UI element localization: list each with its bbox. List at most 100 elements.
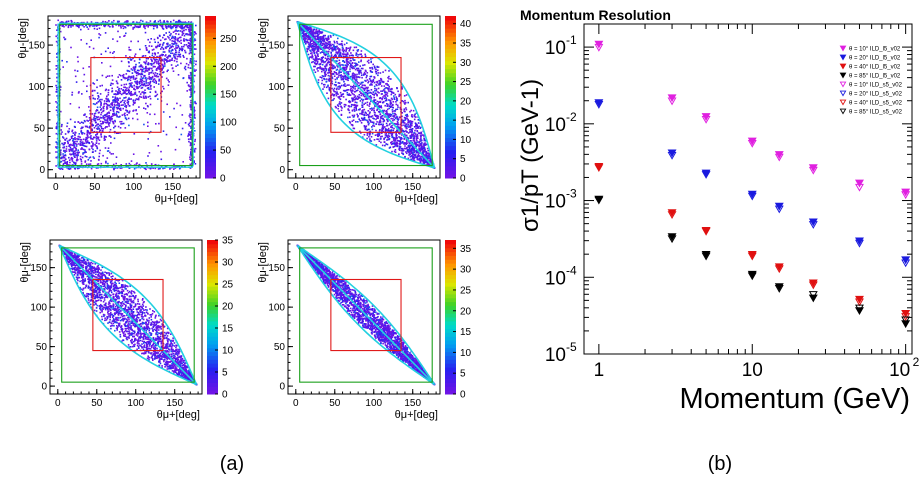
data-point	[367, 121, 369, 124]
data-point	[125, 105, 127, 107]
data-point	[124, 34, 126, 37]
data-point	[124, 21, 126, 23]
data-point	[112, 108, 114, 110]
data-point	[116, 108, 119, 110]
data-point	[355, 67, 358, 70]
data-point	[354, 101, 357, 103]
data-point	[164, 65, 166, 67]
data-point	[128, 86, 131, 89]
data-point	[118, 92, 120, 94]
data-point	[335, 94, 338, 97]
data-point	[311, 48, 314, 51]
data-point	[61, 59, 63, 62]
data-point	[111, 24, 114, 27]
data-point	[362, 73, 365, 75]
data-point	[337, 66, 339, 68]
data-point	[188, 44, 190, 47]
data-point	[354, 99, 356, 101]
data-point	[313, 49, 316, 52]
data-point	[366, 134, 369, 136]
data-point	[409, 135, 411, 137]
data-point	[85, 163, 88, 165]
data-point	[157, 75, 160, 78]
data-point	[392, 112, 394, 115]
data-point	[108, 114, 110, 117]
data-point	[140, 87, 143, 89]
data-point	[66, 162, 68, 164]
data-point	[86, 90, 88, 93]
data-point	[415, 124, 417, 126]
data-point	[92, 118, 94, 121]
data-point	[138, 62, 141, 64]
data-point	[115, 80, 118, 82]
data-point	[310, 27, 312, 29]
data-point	[123, 92, 125, 94]
data-point	[370, 80, 372, 83]
data-point	[302, 29, 304, 31]
data-point	[55, 68, 58, 70]
data-point	[398, 148, 400, 151]
data-point	[95, 110, 97, 112]
data-point	[133, 84, 135, 87]
data-point	[375, 88, 378, 90]
data-point	[66, 61, 68, 63]
data-point	[92, 142, 94, 145]
data-point	[340, 114, 343, 116]
data-point	[317, 79, 320, 81]
data-point	[333, 41, 336, 44]
data-point	[373, 101, 375, 103]
data-point	[318, 40, 320, 43]
data-point	[132, 153, 135, 155]
data-point	[167, 56, 169, 58]
data-point	[392, 142, 394, 145]
data-point	[163, 62, 166, 64]
data-point	[97, 128, 99, 130]
data-point	[183, 56, 185, 58]
data-point	[344, 53, 346, 56]
data-point	[155, 74, 158, 77]
data-point	[134, 66, 137, 69]
y-tick-label: 150	[28, 41, 45, 52]
data-point	[150, 24, 152, 27]
data-point	[378, 132, 380, 135]
data-point	[69, 103, 72, 105]
data-point	[62, 159, 64, 162]
data-point	[138, 95, 141, 98]
data-point	[128, 105, 131, 107]
data-point	[113, 106, 116, 109]
colorbar-segment	[205, 101, 216, 106]
colorbar-tick-label: 200	[220, 62, 237, 73]
data-point	[116, 167, 118, 169]
data-point	[385, 98, 388, 100]
data-point	[70, 136, 73, 139]
data-point	[189, 71, 192, 74]
data-point	[337, 62, 340, 65]
data-point	[166, 43, 169, 46]
data-point	[158, 66, 160, 68]
data-point	[343, 43, 346, 46]
data-point	[341, 53, 344, 55]
data-point	[361, 117, 363, 119]
data-point	[58, 52, 60, 55]
data-point	[84, 151, 86, 153]
data-point	[304, 25, 306, 27]
boundary-curve	[57, 23, 193, 168]
data-point	[70, 148, 73, 150]
data-point	[189, 59, 192, 62]
data-point	[128, 162, 131, 165]
data-point	[66, 163, 69, 166]
data-point	[127, 98, 130, 101]
data-point	[171, 52, 174, 55]
data-point	[190, 93, 192, 96]
data-point	[374, 67, 376, 69]
data-point	[310, 32, 312, 34]
colorbar-tick-label: 250	[220, 34, 237, 45]
data-point	[125, 77, 128, 79]
data-point	[128, 97, 130, 99]
data-point	[118, 74, 121, 76]
data-point	[393, 142, 395, 144]
data-point	[381, 80, 384, 83]
data-point	[155, 123, 157, 125]
data-point	[104, 24, 107, 27]
data-point	[153, 81, 155, 84]
